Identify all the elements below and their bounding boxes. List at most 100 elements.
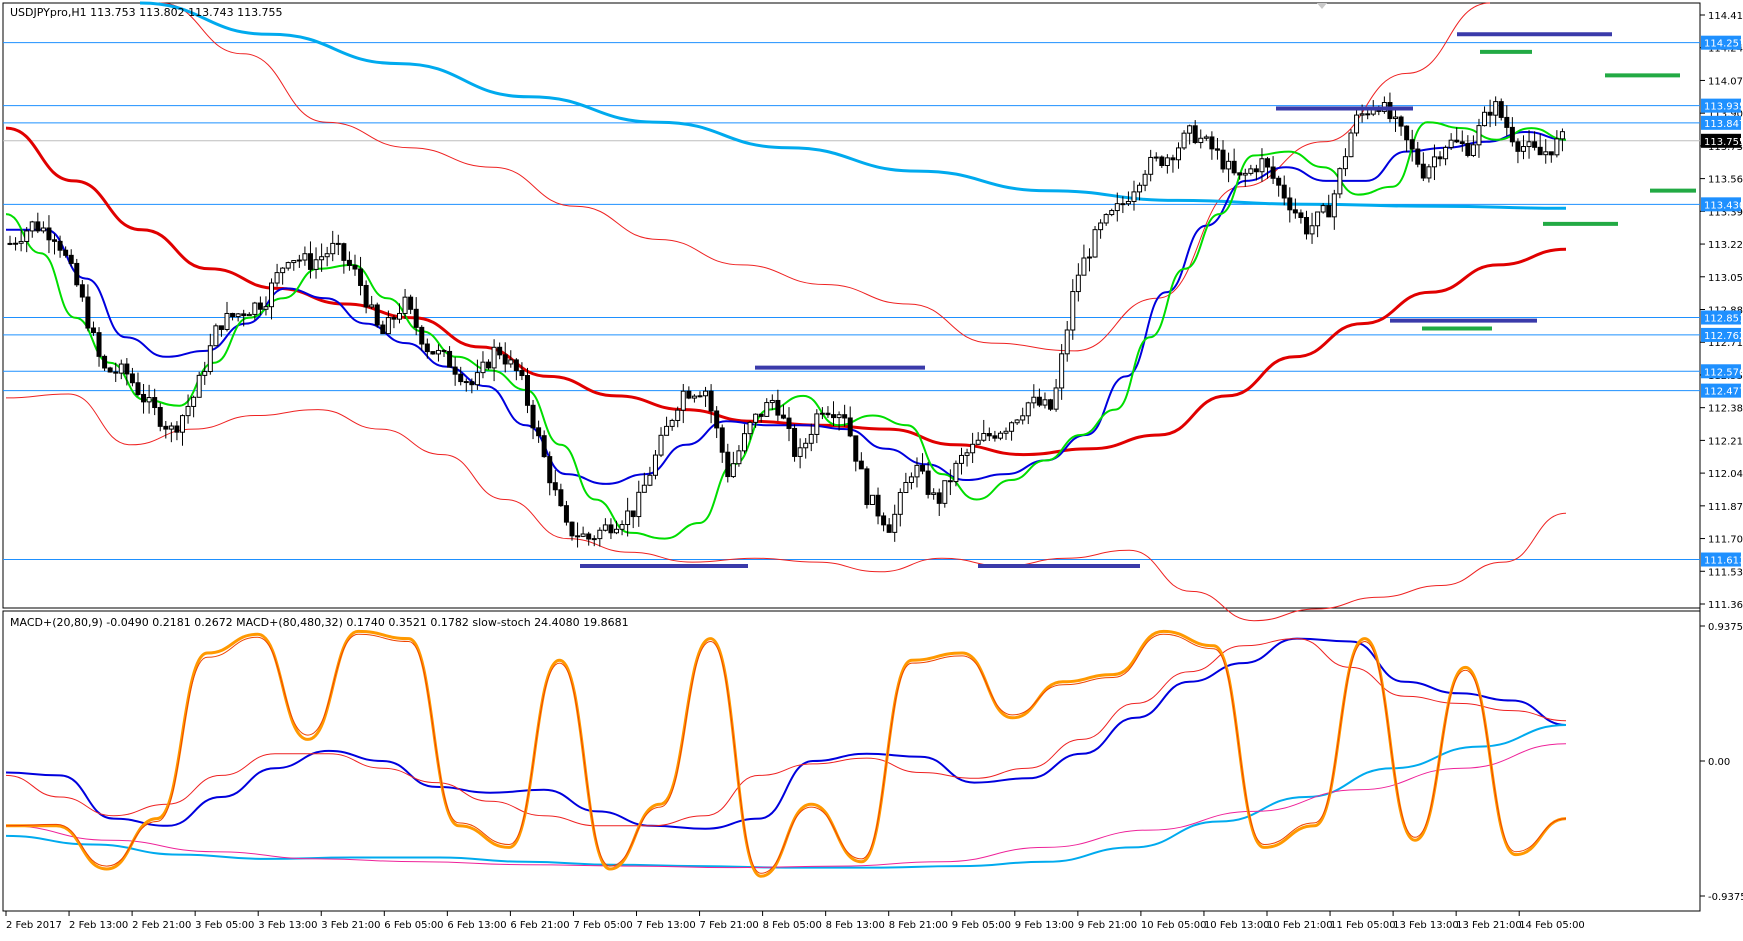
candle-body bbox=[269, 282, 275, 308]
candle-body bbox=[897, 492, 903, 515]
candle-body bbox=[758, 413, 764, 417]
candle-body bbox=[691, 395, 697, 399]
candle-body bbox=[335, 242, 341, 245]
candle-body bbox=[1059, 353, 1065, 389]
candle-body bbox=[1326, 205, 1332, 218]
candle-body bbox=[374, 304, 380, 326]
candle-body bbox=[1142, 173, 1148, 186]
candle-body bbox=[1459, 141, 1465, 145]
candle-body bbox=[836, 414, 842, 419]
candle-body bbox=[52, 239, 58, 242]
candle-body bbox=[1448, 139, 1454, 148]
candle-body bbox=[102, 355, 108, 369]
candle-body bbox=[1253, 168, 1259, 173]
horizontal-level-lines[interactable] bbox=[3, 42, 1700, 561]
time-tick-label: 10 Feb 05:00 bbox=[1141, 920, 1207, 931]
candle-body bbox=[831, 414, 837, 419]
time-tick-label: 10 Feb 21:00 bbox=[1267, 920, 1333, 931]
candle-body bbox=[747, 421, 753, 435]
candle-body bbox=[1404, 125, 1410, 141]
candle-body bbox=[497, 346, 503, 356]
candle-body bbox=[808, 433, 814, 444]
candle-body bbox=[157, 407, 163, 427]
candle-body bbox=[908, 476, 914, 483]
candle-body bbox=[1548, 151, 1554, 156]
time-axis: 2 Feb 2017 2 Feb 13:00 2 Feb 21:00 3 Feb 05… bbox=[5, 911, 1585, 931]
long-ma-line bbox=[139, 1, 1567, 210]
candle-body bbox=[1203, 136, 1209, 139]
candle-body bbox=[163, 425, 169, 430]
candle-body bbox=[591, 538, 597, 541]
time-tick-label: 14 Feb 05:00 bbox=[1519, 920, 1585, 931]
candle-body bbox=[619, 524, 625, 530]
candle-body bbox=[1281, 184, 1287, 199]
candle-body bbox=[79, 284, 85, 298]
candle-body bbox=[786, 417, 792, 429]
candle-body bbox=[1292, 209, 1298, 214]
candle-body bbox=[803, 442, 809, 449]
price-tick-label: 113.225 bbox=[1708, 240, 1743, 251]
candle-body bbox=[975, 439, 981, 445]
level-price-tag bbox=[1701, 364, 1741, 379]
candle-body bbox=[13, 242, 19, 245]
candle-body bbox=[1070, 291, 1076, 331]
candle-body bbox=[625, 510, 631, 526]
candle-body bbox=[274, 272, 280, 284]
candle-body bbox=[664, 425, 670, 436]
candle-body bbox=[1198, 137, 1204, 144]
chart-shift-marker[interactable] bbox=[1317, 3, 1327, 9]
candle-body bbox=[1181, 132, 1187, 149]
candle-body bbox=[741, 433, 747, 452]
candle-body bbox=[1137, 184, 1143, 193]
level-price-tag-label: 112.576 bbox=[1704, 367, 1743, 378]
candle-body bbox=[252, 302, 258, 315]
time-tick-label: 8 Feb 05:00 bbox=[763, 920, 822, 931]
level-price-tag bbox=[1701, 327, 1741, 342]
candle-body bbox=[1420, 163, 1426, 179]
candle-body bbox=[936, 492, 942, 504]
candle-body bbox=[714, 410, 720, 429]
candle-body bbox=[819, 412, 825, 415]
time-tick-label: 3 Feb 21:00 bbox=[321, 920, 380, 931]
candle-body bbox=[669, 419, 675, 427]
time-tick-label: 13 Feb 13:00 bbox=[1393, 920, 1459, 931]
level-price-tag bbox=[1701, 35, 1741, 50]
candle-body bbox=[552, 482, 558, 491]
candle-body bbox=[641, 484, 647, 493]
candle-body bbox=[230, 312, 236, 318]
candle-body bbox=[491, 346, 497, 369]
candle-body bbox=[185, 405, 191, 417]
price-tick-label: 112.040 bbox=[1708, 469, 1743, 480]
time-tick-label: 3 Feb 05:00 bbox=[195, 920, 254, 931]
candle-body bbox=[452, 366, 458, 375]
candle-body bbox=[1220, 149, 1226, 170]
candle-body bbox=[235, 313, 241, 318]
candle-body bbox=[1470, 144, 1476, 156]
candle-body bbox=[775, 399, 781, 416]
candle-body bbox=[179, 415, 185, 433]
candle-body bbox=[1125, 200, 1131, 205]
candle-body bbox=[196, 374, 202, 398]
time-tick-label: 9 Feb 05:00 bbox=[952, 920, 1011, 931]
candle-body bbox=[458, 373, 464, 383]
level-price-tag bbox=[1701, 197, 1741, 212]
support-resistance-markers[interactable] bbox=[580, 32, 1696, 568]
candle-body bbox=[1031, 396, 1037, 404]
slow-stoch-signal-line bbox=[5, 633, 1567, 874]
candle-body bbox=[419, 326, 425, 345]
candle-body bbox=[408, 296, 414, 310]
candle-body bbox=[107, 367, 113, 373]
candle-body bbox=[1437, 156, 1443, 160]
candle-body bbox=[1120, 203, 1126, 206]
candle-body bbox=[1159, 156, 1165, 166]
candle-body bbox=[947, 480, 953, 483]
candle-body bbox=[29, 221, 35, 232]
candle-body bbox=[168, 425, 174, 430]
price-tick-label: 112.710 bbox=[1708, 338, 1743, 349]
candle-body bbox=[1298, 212, 1304, 219]
level-price-tag bbox=[1701, 383, 1741, 398]
candle-body bbox=[129, 373, 135, 384]
candle-body bbox=[1276, 177, 1282, 186]
